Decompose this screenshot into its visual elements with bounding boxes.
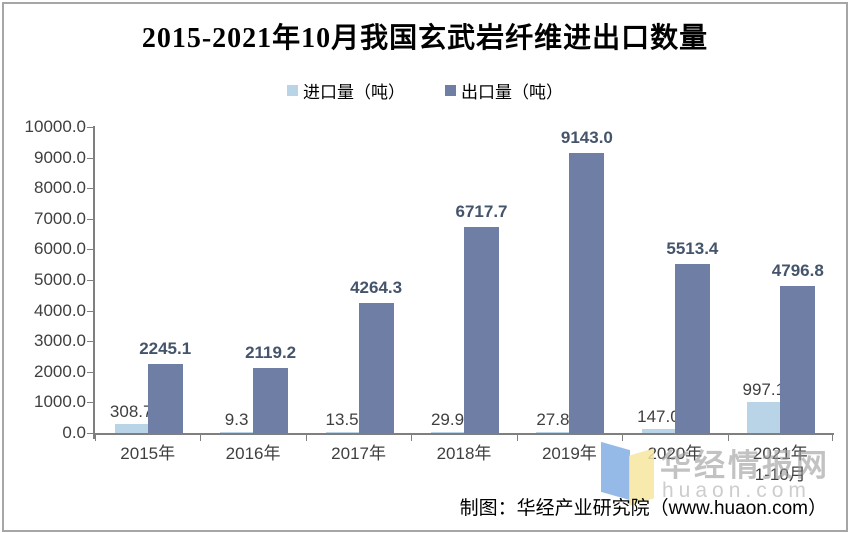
value-label-import-2020年: 147.0 <box>637 407 680 426</box>
y-axis-tick-label: 6000.0 <box>34 239 86 258</box>
value-label-import-2021年: 997.1 <box>742 380 786 399</box>
y-axis-tick <box>87 341 93 342</box>
bar-import-2016年 <box>220 432 254 433</box>
x-axis-label-year: 2021年 <box>752 444 808 463</box>
legend-item-export: 出口量（吨） <box>445 78 563 103</box>
source-credit: 制图：华经产业研究院（www.huaon.com） <box>459 498 827 519</box>
y-axis-tick-label: 9000.0 <box>34 148 86 167</box>
x-axis-label-2017年: 2017年 <box>306 443 412 464</box>
y-axis-tick <box>87 188 93 189</box>
y-axis-tick <box>87 127 93 128</box>
value-label-export-2019年: 9143.0 <box>560 128 613 147</box>
value-label-export-2016年: 2119.2 <box>245 343 297 362</box>
y-axis-tick-label: 5000.0 <box>34 270 86 289</box>
y-axis-tick <box>87 158 93 159</box>
bar-export-2019年 <box>569 153 605 433</box>
x-axis-label-year: 2016年 <box>225 444 281 463</box>
value-label-export-2015年: 2245.1 <box>139 339 192 358</box>
x-axis-tick <box>832 435 833 441</box>
y-axis-tick <box>87 433 93 434</box>
bar-export-2018年 <box>464 227 499 433</box>
legend-label: 出口量（吨） <box>461 82 563 102</box>
plot-area: 10000.0 9000.0 8000.0 7000.0 6000.0 5000.0 400… <box>25 117 833 484</box>
x-axis-tick <box>517 435 518 441</box>
value-label-export-2018年: 6717.7 <box>455 202 508 221</box>
legend-swatch-icon <box>287 84 298 96</box>
x-axis-label-2019年: 2019年 <box>516 443 622 464</box>
bar-import-2015年 <box>114 424 148 433</box>
x-axis-tick <box>200 435 201 441</box>
x-axis-label-year: 2015年 <box>120 444 176 463</box>
y-axis-tick-label: 10000.0 <box>24 117 86 136</box>
bar-import-2019年 <box>536 432 570 433</box>
x-axis-label-year: 2020年 <box>647 444 703 463</box>
legend-label: 进口量（吨） <box>303 82 405 102</box>
bar-export-2016年 <box>253 368 289 433</box>
value-label-import-2015年: 308.7 <box>109 402 153 421</box>
value-label-import-2019年: 27.8 <box>536 410 570 429</box>
x-axis-label-2020年: 2020年 <box>622 443 728 464</box>
x-axis-tick <box>411 435 412 441</box>
legend: 进口量（吨） 出口量（吨） <box>0 78 850 102</box>
y-axis-tick-label: 4000.0 <box>34 301 86 320</box>
value-label-export-2017年: 4264.3 <box>350 278 403 297</box>
y-axis-tick <box>87 311 93 312</box>
y-axis-tick-label: 2000.0 <box>34 362 86 381</box>
x-axis-label-year: 2019年 <box>541 444 597 463</box>
y-axis-tick <box>87 249 93 250</box>
bar-export-2020年 <box>674 264 710 433</box>
legend-item-import: 进口量（吨） <box>287 78 405 103</box>
y-axis-tick-label: 3000.0 <box>34 331 86 350</box>
x-axis-line <box>93 433 834 435</box>
bar-export-2021年 <box>780 286 816 433</box>
value-label-import-2016年: 9.3 <box>224 410 249 429</box>
y-axis-tick <box>87 402 93 403</box>
x-axis-tick <box>728 435 729 441</box>
y-axis-line <box>93 126 95 439</box>
y-axis-tick-label: 0.0 <box>62 423 86 442</box>
value-label-export-2020年: 5513.4 <box>666 239 719 258</box>
x-axis-label-year: 2018年 <box>436 444 492 463</box>
x-axis-tick <box>306 435 307 441</box>
legend-swatch-icon <box>445 84 456 96</box>
x-axis-tick <box>95 435 96 441</box>
x-axis-label-subperiod: 1-10月 <box>754 465 806 484</box>
value-label-export-2021年: 4796.8 <box>771 261 824 280</box>
y-axis-tick <box>87 219 93 220</box>
bar-export-2015年 <box>147 364 183 433</box>
bar-import-2018年 <box>431 432 464 433</box>
y-axis-tick <box>87 280 93 281</box>
x-axis-label-year: 2017年 <box>331 444 386 463</box>
bar-import-2021年 <box>747 402 781 433</box>
x-axis-label-2018年: 2018年 <box>411 443 517 464</box>
value-label-import-2018年: 29.9 <box>430 410 465 429</box>
value-label-import-2017年: 13.5 <box>325 410 359 429</box>
x-axis-label-2015年: 2015年 <box>95 443 201 464</box>
y-axis-tick-label: 8000.0 <box>34 178 86 197</box>
y-axis-tick-label: 7000.0 <box>34 209 86 228</box>
x-axis-label-2021年: 2021年 1-10月 <box>727 443 833 485</box>
x-axis-label-2016年: 2016年 <box>200 443 306 464</box>
bar-import-2017年 <box>325 432 359 433</box>
chart-title: 2015-2021年10月我国玄武岩纤维进出口数量 <box>141 23 709 54</box>
y-axis-tick-label: 1000.0 <box>34 392 86 411</box>
x-axis-tick <box>622 435 623 441</box>
bar-import-2020年 <box>641 429 675 433</box>
y-axis-tick <box>87 372 93 373</box>
bar-export-2017年 <box>358 303 394 433</box>
